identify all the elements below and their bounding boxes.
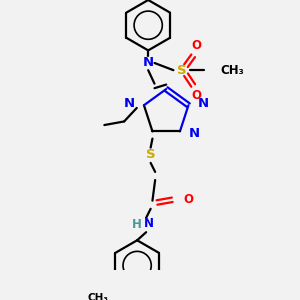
Text: S: S bbox=[177, 64, 186, 77]
Text: N: N bbox=[124, 97, 135, 110]
Text: CH₃: CH₃ bbox=[87, 293, 108, 300]
Text: O: O bbox=[192, 89, 202, 102]
Text: N: N bbox=[197, 97, 208, 110]
Text: N: N bbox=[144, 217, 154, 230]
Text: CH₃: CH₃ bbox=[220, 64, 244, 77]
Text: S: S bbox=[146, 148, 155, 161]
Text: N: N bbox=[142, 56, 154, 70]
Text: H: H bbox=[132, 218, 142, 232]
Text: O: O bbox=[183, 193, 193, 206]
Text: O: O bbox=[192, 39, 202, 52]
Text: N: N bbox=[189, 127, 200, 140]
